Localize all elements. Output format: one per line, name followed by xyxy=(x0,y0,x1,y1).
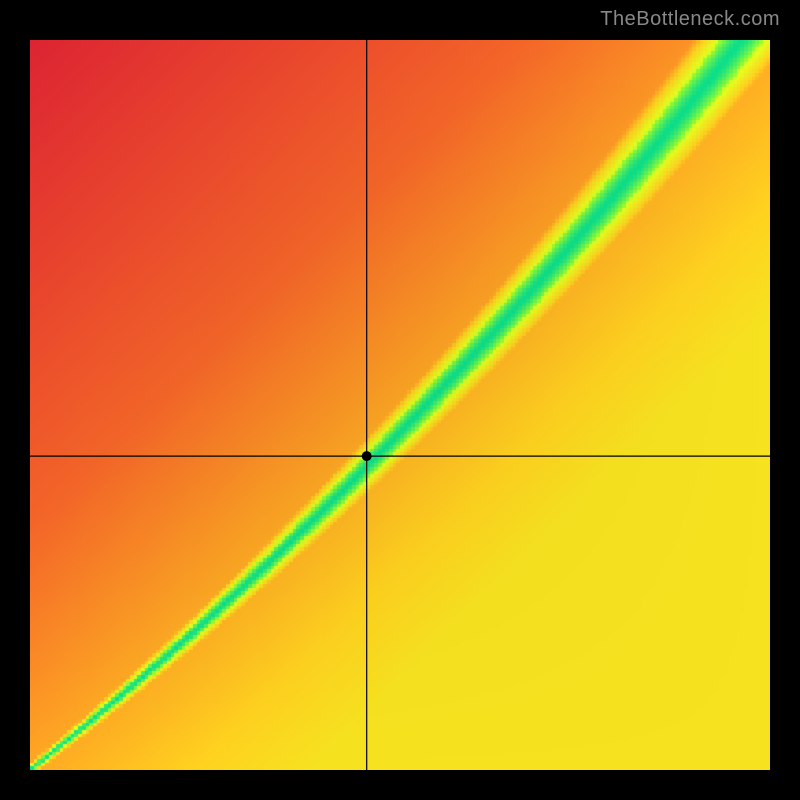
heatmap-canvas xyxy=(30,40,770,770)
plot-area xyxy=(30,40,770,770)
chart-container: TheBottleneck.com xyxy=(0,0,800,800)
watermark-text: TheBottleneck.com xyxy=(600,8,780,31)
